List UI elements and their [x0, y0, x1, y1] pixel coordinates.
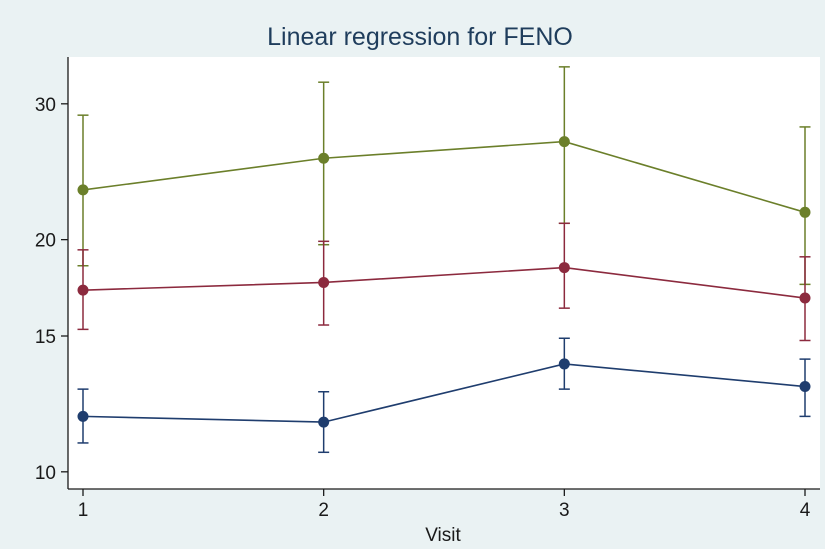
x-axis-ticks: 1 2 3 4: [78, 489, 811, 521]
series-line: [82, 140, 806, 214]
x-tick-label: 2: [318, 500, 329, 521]
data-point: [318, 276, 330, 288]
x-axis-title: Visit: [425, 525, 461, 546]
y-tick-label: 30: [35, 95, 56, 116]
series-3: [77, 337, 811, 454]
data-point: [799, 381, 811, 393]
data-point: [318, 152, 330, 164]
data-point: [558, 358, 570, 370]
x-tick-label: 3: [559, 500, 570, 521]
y-axis-ticks: 10 15 20 30: [35, 95, 68, 484]
y-tick-label: 10: [35, 463, 56, 484]
series-line: [82, 363, 806, 423]
data-point: [799, 206, 811, 218]
series-2: [77, 222, 811, 342]
data-point: [558, 136, 570, 148]
plot-area: [68, 57, 820, 489]
data-point: [77, 284, 89, 296]
data-point: [77, 184, 89, 196]
series-line: [82, 266, 806, 299]
y-tick-label: 15: [35, 327, 56, 348]
x-tick-label: 4: [800, 500, 811, 521]
x-tick-label: 1: [78, 500, 89, 521]
series-layer: [77, 66, 811, 454]
data-point: [558, 262, 570, 274]
y-tick-label: 20: [35, 231, 56, 252]
chart-title: Linear regression for FENO: [267, 23, 573, 51]
data-point: [77, 410, 89, 422]
data-point: [799, 292, 811, 304]
data-point: [318, 416, 330, 428]
series-1: [77, 66, 811, 286]
